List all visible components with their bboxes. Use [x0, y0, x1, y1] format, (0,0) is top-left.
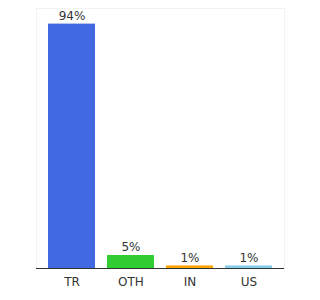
- svg-text:5%: 5%: [121, 240, 140, 254]
- svg-text:OTH: OTH: [118, 275, 144, 289]
- svg-text:94%: 94%: [59, 9, 86, 23]
- svg-text:US: US: [241, 275, 257, 289]
- svg-text:IN: IN: [184, 275, 197, 289]
- svg-text:TR: TR: [63, 275, 80, 289]
- svg-text:1%: 1%: [180, 251, 199, 265]
- svg-text:1%: 1%: [239, 251, 258, 265]
